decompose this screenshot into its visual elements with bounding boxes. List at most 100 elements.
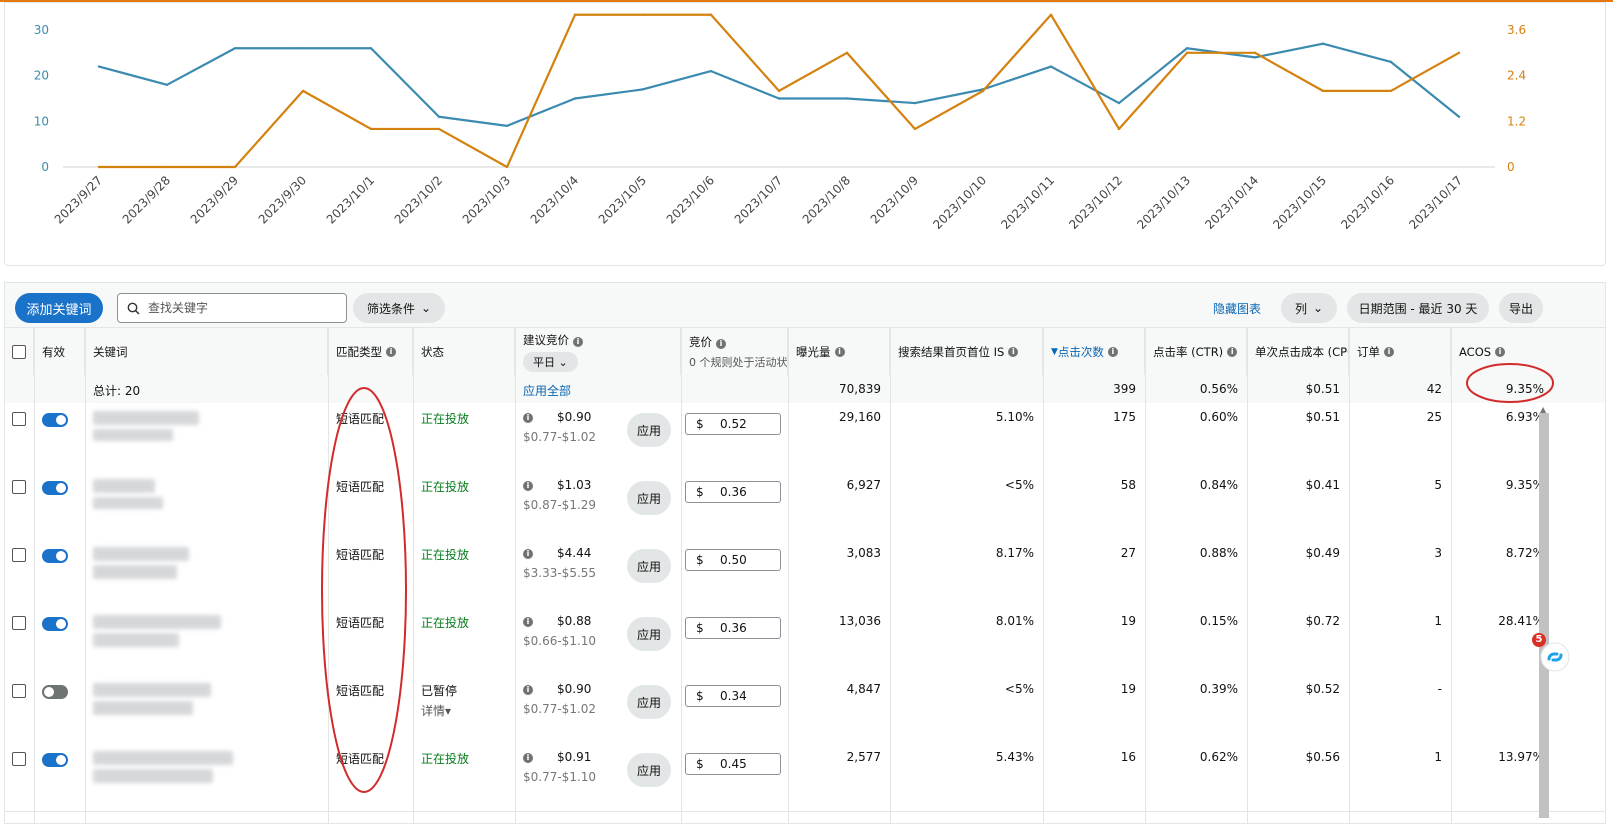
- active-toggle[interactable]: [42, 481, 68, 495]
- apply-suggested-bid-button[interactable]: 应用: [627, 685, 671, 719]
- toggle-knob: [44, 687, 54, 697]
- apply-suggested-bid-button[interactable]: 应用: [627, 481, 671, 515]
- apply-suggested-bid-button[interactable]: 应用: [627, 753, 671, 787]
- export-button[interactable]: 导出: [1499, 293, 1543, 323]
- cpc-value: $0.51: [1305, 410, 1340, 424]
- keyword-search-box[interactable]: [117, 293, 347, 323]
- header-orders[interactable]: 订单 i: [1349, 328, 1451, 376]
- data-point-left-series: [437, 115, 441, 118]
- select-all-checkbox[interactable]: [12, 345, 26, 359]
- column-divider: [1349, 327, 1350, 823]
- table-row: 短语匹配 正在投放 i $4.44 $3.33-$5.55 应用 $0.50 3…: [5, 539, 1605, 608]
- redacted-keyword-text: [93, 429, 173, 441]
- redacted-keyword-text: [93, 479, 155, 493]
- info-icon[interactable]: i: [1227, 347, 1238, 357]
- bid-input[interactable]: $0.34: [685, 685, 781, 707]
- bid-input[interactable]: $0.50: [685, 549, 781, 571]
- filter-dropdown[interactable]: 筛选条件 ⌄: [353, 293, 445, 323]
- info-icon[interactable]: i: [1008, 347, 1019, 357]
- date-range-button[interactable]: 日期范围 - 最近 30 天: [1347, 293, 1489, 323]
- redacted-keyword-text: [93, 683, 211, 697]
- totals-row: 总计: 20 应用全部 70,839 399 0.56% $0.51 42 9.…: [5, 375, 1605, 404]
- header-suggested-bid[interactable]: 建议竞价 i 平日 ⌄: [515, 328, 681, 376]
- column-divider: [328, 327, 329, 823]
- apply-suggested-bid-button[interactable]: 应用: [627, 549, 671, 583]
- redacted-keyword-text: [93, 411, 199, 425]
- column-divider: [515, 327, 516, 823]
- active-toggle[interactable]: [42, 617, 68, 631]
- header-impressions[interactable]: 曝光量 i: [788, 328, 890, 376]
- apply-all-link[interactable]: 应用全部: [523, 384, 572, 398]
- info-icon[interactable]: i: [523, 549, 533, 559]
- row-checkbox[interactable]: [12, 616, 26, 630]
- top-of-search-is-value: <5%: [1004, 682, 1034, 696]
- info-icon[interactable]: i: [834, 347, 845, 357]
- data-point-left-series: [1049, 65, 1053, 68]
- bid-input[interactable]: $0.45: [685, 753, 781, 775]
- data-point-left-series: [1389, 60, 1393, 64]
- impressions-value: 3,083: [846, 546, 881, 560]
- active-toggle[interactable]: [42, 753, 68, 767]
- columns-dropdown[interactable]: 列 ⌄: [1281, 293, 1337, 323]
- info-icon[interactable]: i: [1107, 347, 1118, 357]
- keyword-search-input[interactable]: [146, 300, 340, 316]
- row-checkbox[interactable]: [12, 412, 26, 426]
- row-checkbox[interactable]: [12, 752, 26, 766]
- cpc-value: $0.56: [1305, 750, 1340, 764]
- totals-label: 总计: 20: [93, 384, 141, 398]
- info-icon[interactable]: i: [573, 337, 583, 347]
- info-icon[interactable]: i: [523, 685, 533, 695]
- total-impressions: 70,839: [839, 382, 881, 396]
- add-keyword-button[interactable]: 添加关键词: [15, 293, 103, 323]
- redacted-keyword-text: [93, 769, 213, 783]
- top-of-search-is-value: 8.17%: [995, 546, 1034, 560]
- data-point-right-series: [845, 51, 849, 55]
- header-match-type[interactable]: 匹配类型 i: [328, 328, 413, 376]
- hide-chart-link[interactable]: 隐藏图表: [1213, 302, 1262, 316]
- header-bid[interactable]: 竞价 i 0 个规则处于活动状: [681, 328, 788, 376]
- header-top-of-search-is[interactable]: 搜索结果首页首位 IS i: [890, 328, 1043, 376]
- bid-input[interactable]: $0.36: [685, 617, 781, 639]
- header-acos[interactable]: ACOS i: [1451, 328, 1551, 376]
- row-checkbox[interactable]: [12, 684, 26, 698]
- info-icon[interactable]: i: [1384, 347, 1394, 357]
- apply-suggested-bid-button[interactable]: 应用: [627, 413, 671, 447]
- top-of-search-is-value: 5.10%: [995, 410, 1034, 424]
- active-toggle[interactable]: [42, 549, 68, 563]
- vertical-scrollbar[interactable]: [1539, 413, 1549, 818]
- assistant-widget-icon[interactable]: [1540, 642, 1570, 672]
- info-icon[interactable]: i: [523, 413, 533, 423]
- info-icon[interactable]: i: [523, 617, 533, 627]
- row-checkbox[interactable]: [12, 548, 26, 562]
- column-divider: [1247, 327, 1248, 823]
- match-type-text: 短语匹配: [336, 412, 385, 426]
- active-toggle[interactable]: [42, 685, 68, 699]
- table-row: 短语匹配 正在投放 i $0.90 $0.77-$1.02 应用 $0.52 2…: [5, 403, 1605, 472]
- scroll-up-icon[interactable]: ▲: [1540, 405, 1547, 414]
- right-axis-tick-label: 0: [1507, 160, 1515, 174]
- info-icon[interactable]: i: [1495, 347, 1506, 357]
- header-cpc[interactable]: 单次点击成本 (CPC): [1247, 328, 1349, 376]
- info-icon[interactable]: i: [716, 339, 726, 349]
- header-ctr[interactable]: 点击率 (CTR) i: [1145, 328, 1247, 376]
- redacted-keyword-text: [93, 497, 163, 509]
- apply-suggested-bid-button[interactable]: 应用: [627, 617, 671, 651]
- annotation-circle-match-type: [321, 387, 407, 793]
- left-axis-tick-label: 30: [34, 23, 49, 37]
- active-toggle[interactable]: [42, 413, 68, 427]
- currency-symbol: $: [696, 621, 704, 635]
- status-text: 正在投放: [421, 412, 470, 426]
- header-status[interactable]: 状态: [413, 328, 515, 376]
- bid-input[interactable]: $0.52: [685, 413, 781, 435]
- bid-mode-dropdown[interactable]: 平日 ⌄: [523, 352, 578, 372]
- header-keyword[interactable]: 关键词: [85, 328, 328, 376]
- info-icon[interactable]: i: [523, 753, 533, 763]
- row-checkbox[interactable]: [12, 480, 26, 494]
- info-icon[interactable]: i: [523, 481, 533, 491]
- bid-input[interactable]: $0.36: [685, 481, 781, 503]
- suggested-bid-value: $0.88: [557, 614, 592, 628]
- status-details-link[interactable]: 详情▾: [421, 704, 452, 718]
- header-clicks-sorted[interactable]: ▼ 点击次数 i: [1043, 328, 1145, 376]
- info-icon[interactable]: i: [386, 347, 396, 357]
